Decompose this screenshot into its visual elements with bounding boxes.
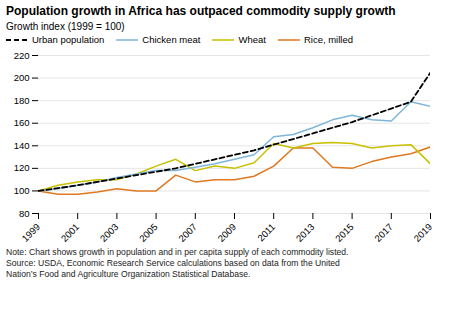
svg-text:220: 220: [14, 50, 30, 61]
svg-text:80: 80: [19, 208, 30, 219]
svg-text:2001: 2001: [59, 221, 82, 244]
svg-text:2013: 2013: [294, 221, 317, 244]
html-text:Population growth in Africa ha: Population growth in Africa has outpaced…: [6, 4, 396, 18]
svg-text:120: 120: [14, 162, 30, 173]
html-text:Chicken meat: Chicken meat: [142, 34, 201, 45]
svg-text:2007: 2007: [176, 221, 199, 244]
html-text:Rice, milled: Rice, milled: [303, 34, 353, 45]
svg-text:180: 180: [14, 95, 30, 106]
html-text:Urban population: Urban population: [32, 34, 105, 45]
svg-text:2017: 2017: [372, 221, 395, 244]
svg-text:2011: 2011: [255, 221, 277, 243]
svg-text:200: 200: [14, 72, 30, 83]
svg-text:2019: 2019: [411, 221, 434, 244]
svg-text:140: 140: [14, 140, 30, 151]
svg-text:160: 160: [14, 117, 30, 128]
svg-text:1999: 1999: [19, 221, 42, 244]
html-text:Note: Chart shows growth in po: Note: Chart shows growth in population a…: [6, 247, 349, 280]
html-text:Growth index (1999 = 100): Growth index (1999 = 100): [6, 21, 125, 32]
svg-text:2009: 2009: [215, 221, 238, 244]
html-text:Wheat: Wheat: [238, 34, 266, 45]
svg-text:2003: 2003: [98, 221, 121, 244]
svg-text:2015: 2015: [333, 221, 356, 244]
svg-text:100: 100: [14, 185, 30, 196]
svg-text:2005: 2005: [137, 221, 160, 244]
